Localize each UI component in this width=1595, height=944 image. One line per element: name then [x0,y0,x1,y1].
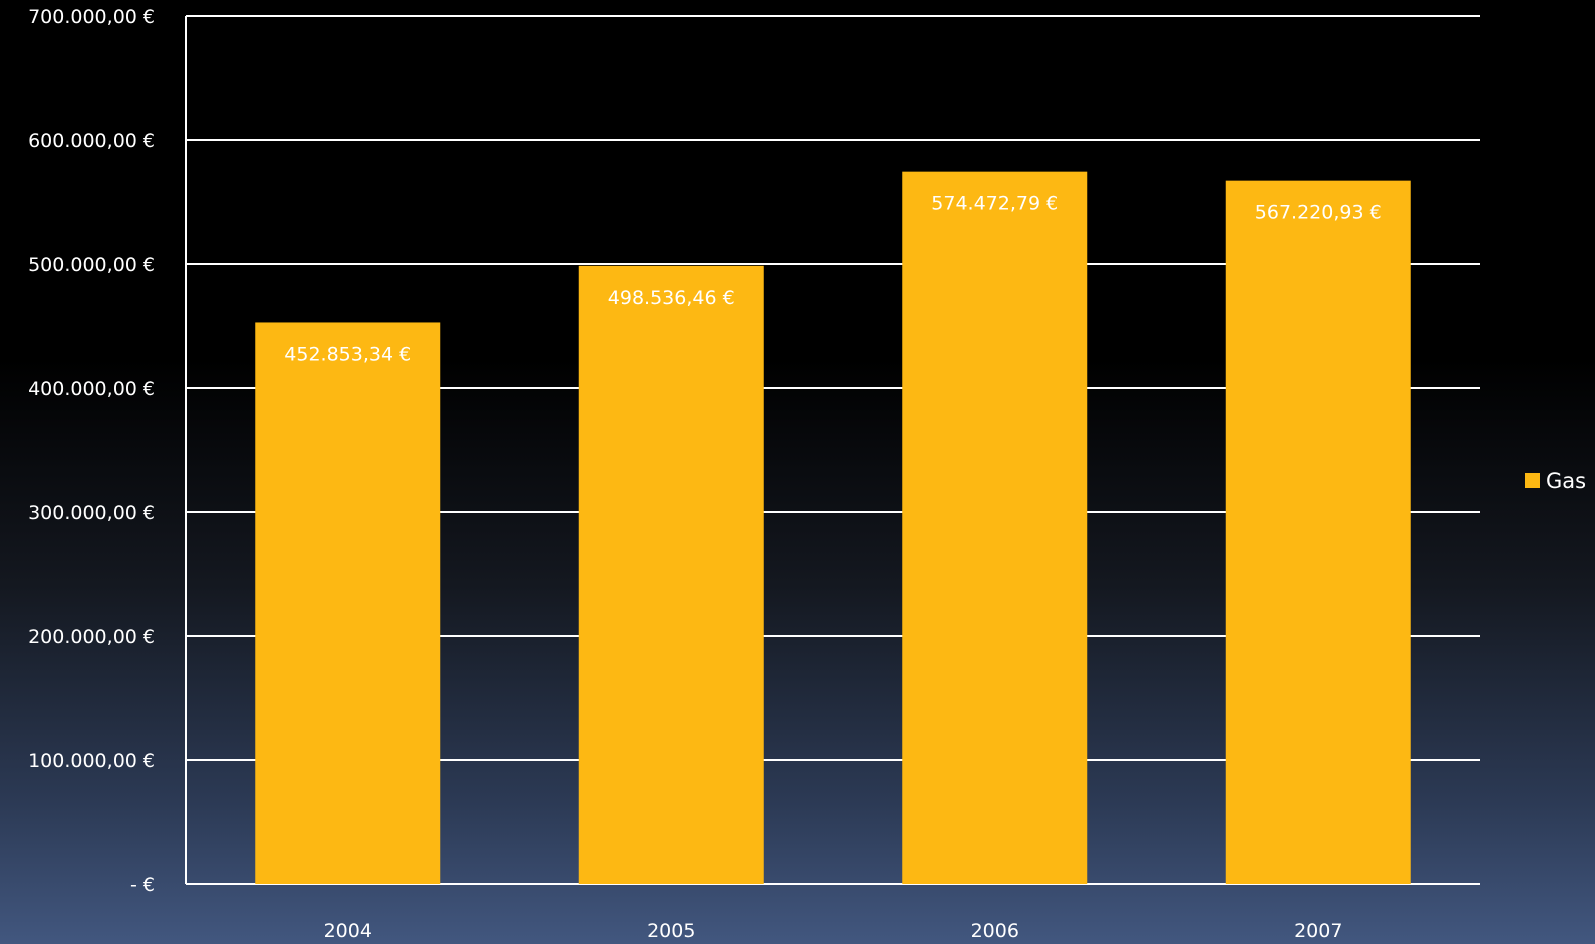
x-tick-label: 2007 [1294,920,1342,942]
legend: Gas [1525,469,1586,493]
data-label-2004: 452.853,34 € [284,343,411,365]
x-tick-label: 2004 [324,920,372,942]
x-tick-label: 2006 [971,920,1019,942]
y-tick-label: - € [130,874,155,896]
y-tick-label: 300.000,00 € [28,502,155,524]
y-tick-label: 700.000,00 € [28,6,155,28]
legend-swatch [1525,473,1540,488]
data-label-2007: 567.220,93 € [1255,202,1382,224]
bar-2005 [578,265,764,884]
y-tick-label: 600.000,00 € [28,130,155,152]
bar-2006 [902,171,1088,884]
bars [255,171,1411,884]
data-label-2005: 498.536,46 € [608,287,735,309]
bar-2007 [1225,180,1411,884]
y-tick-label: 200.000,00 € [28,626,155,648]
axes: - € 100.000,00 € 200.000,00 € 300.000,00 € 4… [28,6,1342,942]
data-label-2006: 574.472,79 € [931,193,1058,215]
data-labels: 452.853,34 € 498.536,46 € 574.472,79 € 567.… [284,193,1381,366]
x-tick-label: 2005 [647,920,695,942]
y-tick-label: 100.000,00 € [28,750,155,772]
y-tick-label: 500.000,00 € [28,254,155,276]
legend-label: Gas [1546,469,1586,493]
bar-2004 [255,322,441,884]
y-tick-label: 400.000,00 € [28,378,155,400]
